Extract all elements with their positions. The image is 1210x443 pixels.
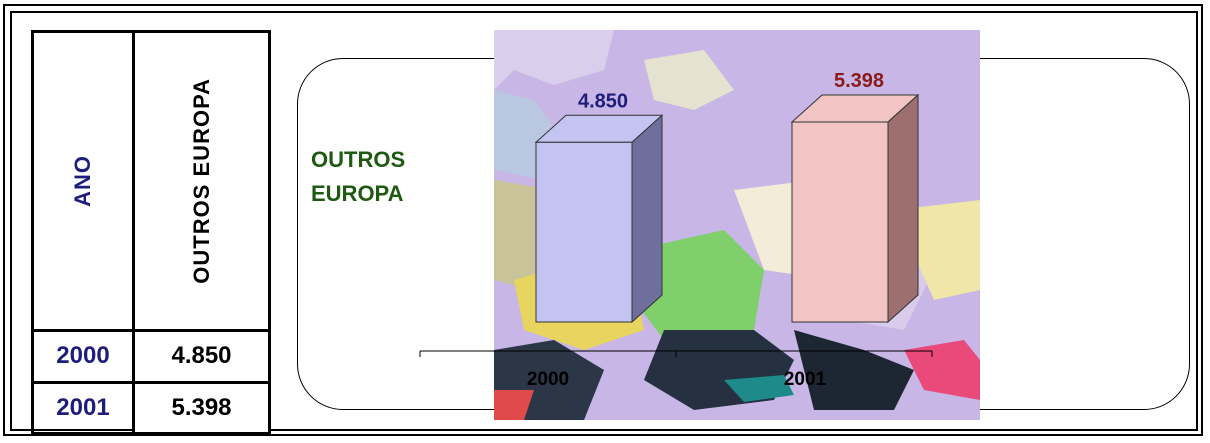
data-label-2001: 5.398 [834,70,884,92]
bar-front-face [535,141,633,323]
bar-side-face [887,93,919,324]
table-year-cell: 2001 [31,380,135,435]
outer-frame [3,4,1203,436]
series-title-line-1: OUTROS [311,147,406,172]
table-value-cell: 5.398 [132,380,271,435]
bar-2000 [534,114,664,324]
series-title-line-2: EUROPA [311,181,404,206]
table-header-row: ANO OUTROS EUROPA [31,30,271,332]
header-series-cell: OUTROS EUROPA [132,30,271,332]
bar-front-face [791,121,889,323]
data-label-2000: 4.850 [578,90,628,112]
header-year-cell: ANO [31,30,135,332]
table-year-cell: 2000 [31,329,135,384]
x-tick-label-2001: 2001 [784,369,827,390]
table-value-cell: 4.850 [132,329,271,384]
table-row: 2000 4.850 [31,329,271,384]
bar-side-face [631,114,663,324]
data-table: ANO OUTROS EUROPA 2000 4.850 2001 5.398 [31,30,271,435]
series-title: OUTROS EUROPA [311,143,405,211]
bar-2001 [790,93,920,324]
inner-frame [10,11,1198,431]
table-row: 2001 5.398 [31,380,271,435]
x-tick-label-2000: 2000 [527,369,569,390]
